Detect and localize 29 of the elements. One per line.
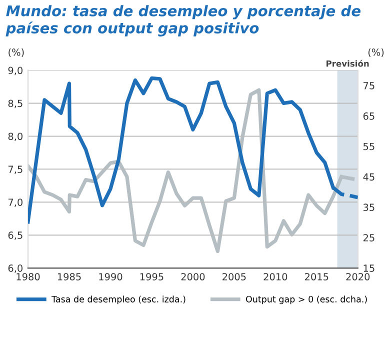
x-tick-label: 1980 [16, 273, 40, 280]
chart-title: Mundo: tasa de desempleo y porcentaje de países con output gap positivo [6, 5, 361, 36]
legend-label: Tasa de desempleo (esc. izda.) [52, 296, 186, 304]
y2-axis-title: (%) [368, 48, 384, 58]
band-label: Previsión [326, 60, 369, 67]
y2-tick-label: 75 [364, 82, 374, 90]
y-axis-title: (%) [8, 48, 24, 58]
x-tick-label: 1995 [140, 273, 164, 280]
y2-tick-label: 35 [363, 204, 374, 212]
y-tick-label: 7,5 [8, 166, 22, 174]
y2-tick-label: 55 [363, 142, 374, 150]
x-tick-label: 1990 [99, 273, 122, 280]
x-tick-label: 2005 [222, 273, 246, 280]
y-tick-label: 6,5 [8, 232, 22, 240]
y-tick-label: 8,0 [8, 132, 22, 142]
y2-tick-label: 45 [363, 173, 374, 181]
x-tick-label: 2015 [304, 273, 328, 280]
x-tick-label: 2020 [346, 273, 370, 280]
legend-label: Output gap > 0 (esc. dcha.) [246, 296, 367, 304]
y-tick-label: 7,0 [8, 198, 22, 207]
x-tick-label: 1985 [58, 273, 81, 280]
y-tick-label: 9,0 [8, 66, 22, 76]
y2-tick-label: 65 [363, 112, 374, 120]
y2-tick-label: 15 [364, 264, 374, 272]
x-tick-label: 2010 [264, 273, 288, 280]
y-tick-label: 6,0 [8, 264, 22, 273]
y2-tick-label: 25 [363, 234, 374, 242]
x-tick-label: 2000 [181, 273, 205, 280]
y-tick-label: 8,5 [8, 100, 22, 108]
